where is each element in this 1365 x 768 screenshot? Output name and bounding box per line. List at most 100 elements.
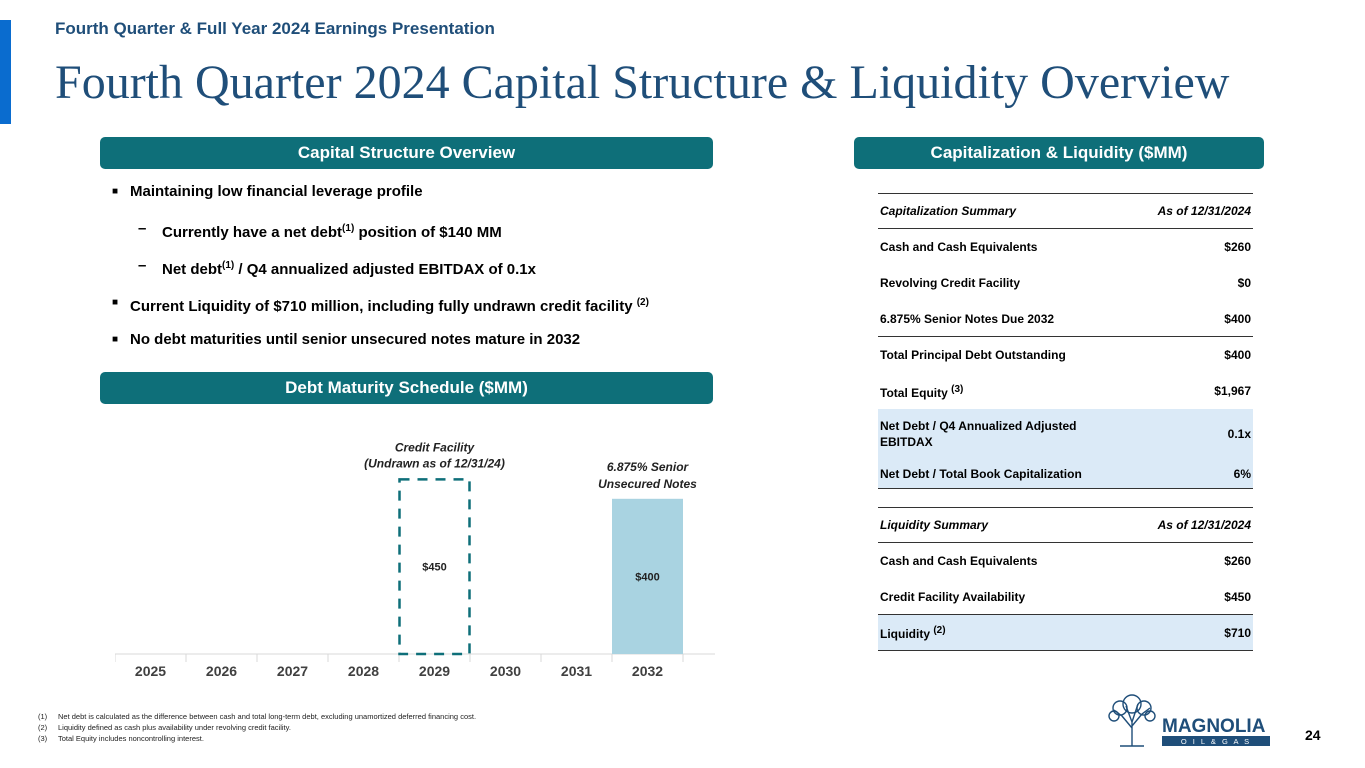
tree-icon (1108, 694, 1156, 747)
x-axis-tick-label: 2032 (632, 663, 663, 679)
row-label: Cash and Cash Equivalents (880, 240, 1038, 254)
bullet-item: ■ No debt maturities until senior unsecu… (112, 330, 712, 367)
capitalization-liquidity-header: Capitalization & Liquidity ($MM) (854, 137, 1264, 169)
square-bullet-icon: ■ (112, 186, 119, 197)
row-label: Cash and Cash Equivalents (880, 554, 1038, 568)
logo-subtext: O I L & G A S (1181, 737, 1251, 746)
magnolia-logo: MAGNOLIA O I L & G A S (1108, 694, 1270, 747)
bullet-text-part: Net debt (162, 261, 222, 278)
row-label-text: Liquidity (880, 627, 930, 641)
capitalization-header-row: Capitalization Summary As of 12/31/2024 (878, 193, 1253, 229)
row-value: $0 (1237, 276, 1251, 290)
dash-bullet-icon: – (138, 220, 147, 237)
accent-bar (0, 20, 11, 124)
bullet-text-part: / Q4 annualized adjusted EBITDAX of 0.1x (234, 261, 536, 278)
logo-wordmark: MAGNOLIA (1162, 716, 1266, 737)
capital-structure-header: Capital Structure Overview (100, 137, 713, 169)
x-axis-tick-label: 2026 (206, 663, 237, 679)
bullet-text-part: position of $140 MM (354, 224, 502, 241)
row-label: Liquidity (2) (880, 623, 946, 642)
x-axis-tick-label: 2030 (490, 663, 521, 679)
bullet-text: Current Liquidity of $710 million, inclu… (130, 293, 649, 317)
footnote-text: Liquidity defined as cash plus availabil… (58, 723, 291, 732)
debt-maturity-chart: 2025 2026 2027 2028 2029 2030 2031 2032 $450 Cred… (115, 440, 715, 679)
footnote-ref: (2) (636, 297, 649, 308)
column-header: Liquidity Summary (880, 518, 989, 532)
row-label: Credit Facility Availability (880, 589, 1026, 604)
debt-maturity-header: Debt Maturity Schedule ($MM) (100, 372, 713, 404)
footnote-ref: (2) (933, 625, 946, 636)
senior-notes-annotation: Unsecured Notes (598, 477, 697, 491)
x-axis-tick-label: 2025 (135, 663, 166, 679)
footnotes: (1) Net debt is calculated as the differe… (38, 711, 476, 744)
table-row: Total Equity (3) $1,967 (878, 373, 1253, 409)
row-label: 6.875% Senior Notes Due 2032 (880, 311, 1055, 326)
row-value: $400 (1224, 348, 1251, 362)
dash-bullet-icon: – (138, 257, 147, 274)
row-value: $260 (1224, 554, 1251, 568)
capital-structure-bullets: ■ Maintaining low financial leverage pro… (112, 182, 712, 367)
row-label: Revolving Credit Facility (880, 276, 1021, 290)
table-row: Cash and Cash Equivalents $260 (878, 229, 1253, 265)
table-row: Net Debt / Q4 Annualized Adjusted EBITDA… (878, 409, 1253, 459)
bullet-text: No debt maturities until senior unsecure… (130, 331, 581, 348)
bullet-text: Net debt(1) / Q4 annualized adjusted EBI… (162, 256, 536, 280)
bullet-text: Currently have a net debt(1) position of… (162, 219, 502, 243)
row-label: Net Debt / Total Book Capitalization (880, 466, 1082, 481)
senior-notes-data-label: $400 (635, 571, 659, 583)
row-label: Net Debt / Q4 Annualized Adjusted EBITDA… (880, 419, 1077, 449)
credit-facility-bar (398, 478, 471, 656)
x-axis-tick-label: 2027 (277, 663, 308, 679)
capitalization-table: Capitalization Summary As of 12/31/2024 … (878, 193, 1253, 651)
bullet-item: ■ Current Liquidity of $710 million, inc… (112, 293, 712, 330)
table-spacer (878, 489, 1253, 507)
credit-facility-data-label: $450 (422, 562, 446, 574)
footnote-number: (3) (38, 734, 48, 743)
row-value: $400 (1224, 311, 1251, 326)
square-bullet-icon: ■ (112, 297, 119, 308)
footnote-ref: (3) (951, 383, 964, 395)
footnote-ref: (1) (222, 260, 235, 271)
column-header: As of 12/31/2024 (1157, 204, 1251, 218)
presentation-subtitle: Fourth Quarter & Full Year 2024 Earnings… (55, 19, 495, 38)
table-row: Revolving Credit Facility $0 (878, 265, 1253, 301)
row-value: $450 (1224, 589, 1251, 604)
square-bullet-icon: ■ (112, 334, 119, 345)
footnote: (2) Liquidity defined as cash plus availa… (38, 722, 476, 733)
footnote: (3) Total Equity includes noncontrolling … (38, 733, 476, 744)
table-row: Credit Facility Availability $450 (878, 579, 1253, 615)
bullet-item: ■ Maintaining low financial leverage pro… (112, 182, 712, 219)
x-axis-tick-label: 2029 (419, 663, 450, 679)
bullet-text: Maintaining low financial leverage profi… (130, 183, 423, 200)
x-axis-tick-label: 2031 (561, 663, 592, 679)
bullet-item: – Currently have a net debt(1) position … (112, 219, 712, 256)
senior-notes-bar (612, 498, 683, 654)
footnote-text: Total Equity includes noncontrolling int… (58, 734, 204, 743)
row-value: $260 (1224, 240, 1251, 254)
footnote-text: Net debt is calculated as the difference… (58, 712, 477, 721)
credit-facility-annotation: Credit Facility (395, 440, 476, 454)
liquidity-header-row: Liquidity Summary As of 12/31/2024 (878, 507, 1253, 543)
row-value: 0.1x (1227, 427, 1251, 441)
credit-facility-annotation: (Undrawn as of 12/31/24) (364, 456, 505, 470)
row-label-text: Total Equity (880, 385, 948, 400)
bullet-text-part: Currently have a net debt (162, 224, 343, 241)
column-header: As of 12/31/2024 (1157, 518, 1251, 532)
table-row: Net Debt / Total Book Capitalization 6% (878, 459, 1253, 489)
column-header: Capitalization Summary (880, 204, 1017, 218)
page-number: 24 (1305, 727, 1321, 743)
table-row: Total Principal Debt Outstanding $400 (878, 337, 1253, 373)
bullet-text-part: Current Liquidity of $710 million, inclu… (130, 298, 637, 315)
table-row: 6.875% Senior Notes Due 2032 $400 (878, 301, 1253, 337)
page-title: Fourth Quarter 2024 Capital Structure & … (55, 56, 1230, 109)
footnote-number: (2) (38, 723, 48, 732)
senior-notes-annotation: 6.875% Senior (607, 460, 690, 474)
footnote: (1) Net debt is calculated as the differe… (38, 711, 476, 722)
bullet-item: – Net debt(1) / Q4 annualized adjusted E… (112, 256, 712, 293)
row-value: $1,967 (1214, 384, 1251, 398)
row-value: 6% (1233, 466, 1251, 481)
x-axis-tick-label: 2028 (348, 663, 379, 679)
footnote-ref: (1) (342, 223, 355, 234)
table-row: Liquidity (2) $710 (878, 615, 1253, 651)
row-label: Total Principal Debt Outstanding (880, 348, 1066, 362)
